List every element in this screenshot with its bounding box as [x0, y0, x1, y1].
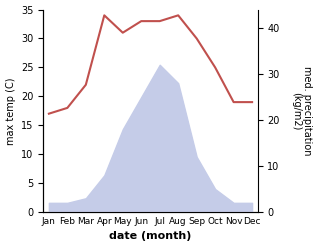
X-axis label: date (month): date (month) [109, 231, 192, 242]
Y-axis label: med. precipitation
(kg/m2): med. precipitation (kg/m2) [291, 66, 313, 156]
Y-axis label: max temp (C): max temp (C) [5, 77, 16, 144]
